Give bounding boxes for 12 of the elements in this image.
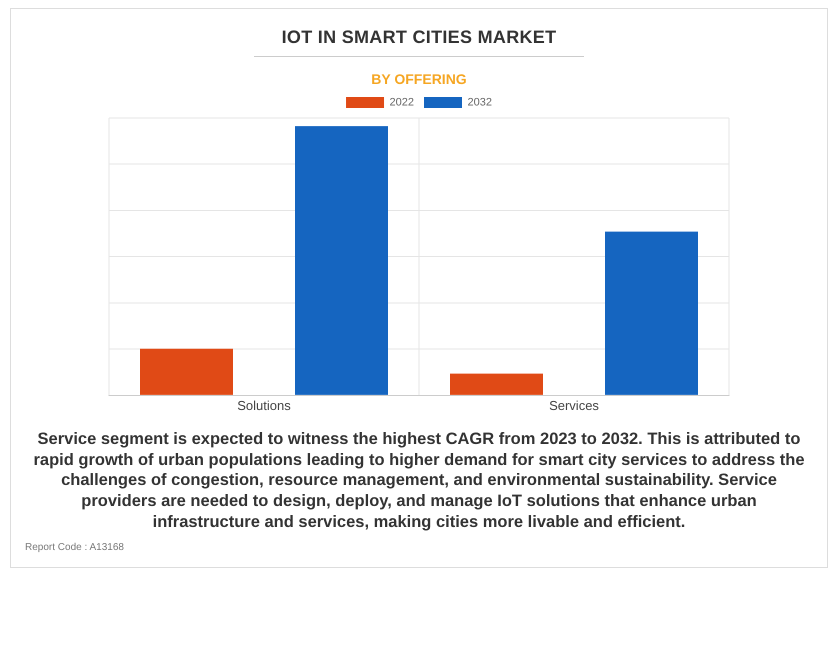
x-tick-label: Solutions xyxy=(237,398,292,413)
bar xyxy=(140,348,233,395)
bar xyxy=(450,374,543,395)
legend-label: 2022 xyxy=(390,96,414,109)
legend-label: 2032 xyxy=(468,96,492,109)
text: Report Code : A13168 xyxy=(25,542,125,554)
text: Service segment is expected to witness the highest CAGR from 2023 to 2032. This is attributed to rapid growth of urban populations leading to higher demand for smart city services to address the challenges of congestion, resource management, and environmental sustainability. Service providers are needed to design, deploy, and manage IoT solutions that enhance urban infrastructure and services, making cities more livable and efficient. xyxy=(32,429,806,532)
x-tick-label: Services xyxy=(549,398,600,413)
chart-title: IOT IN SMART CITIES MARKET xyxy=(280,27,558,48)
bar xyxy=(605,232,698,395)
chart-subtitle: BY OFFERING xyxy=(370,71,468,87)
bar xyxy=(295,126,388,395)
